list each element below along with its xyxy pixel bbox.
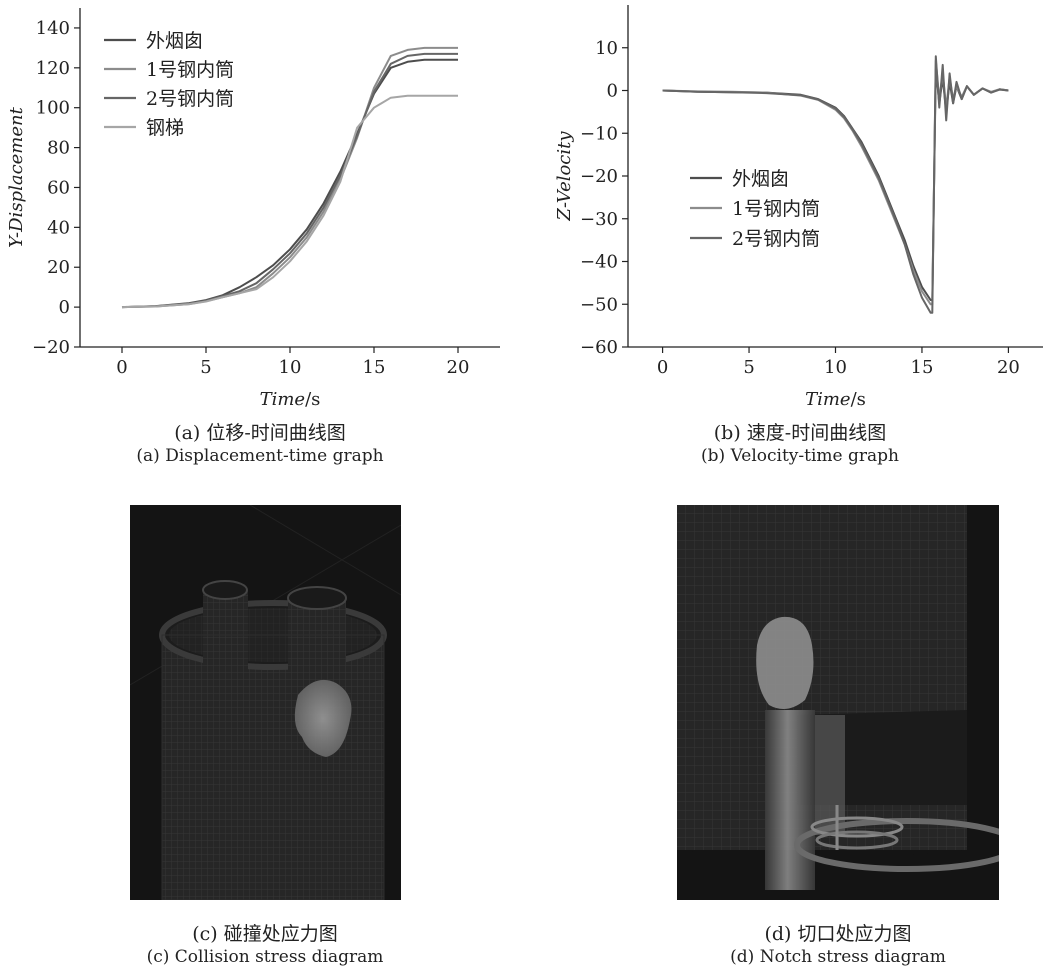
chart-b-y-tick-label: −30	[580, 209, 618, 230]
notch-stress-mesh-image	[677, 505, 999, 900]
chart-a-y-tick-label: 60	[47, 177, 70, 198]
chart-a-x-tick-label: 5	[200, 357, 211, 378]
caption-d-en: (d) Notch stress diagram	[730, 947, 946, 967]
chart-b-y-tick-label: 0	[607, 81, 618, 102]
chart-a-y-tick-label: 0	[59, 297, 70, 318]
chart-b-series-line-2	[662, 59, 1009, 306]
caption-c: (c) 碰撞处应力图 (c) Collision stress diagram	[35, 922, 495, 968]
caption-c-zh: (c) 碰撞处应力图	[192, 923, 338, 945]
collision-stress-mesh-image	[130, 505, 401, 900]
chart-b-x-tick-label: 10	[824, 357, 847, 378]
chart-b-legend-label-3: 2号钢内筒	[732, 228, 820, 250]
chart-a-y-tick-label: 40	[47, 217, 70, 238]
chart-a-series-line-2	[121, 46, 458, 309]
chart-a-legend-label-3: 2号钢内筒	[146, 88, 234, 110]
chart-a-y-tick-label: −20	[32, 337, 70, 358]
chart-a-legend-label-2: 1号钢内筒	[146, 59, 234, 81]
chart-b-y-tick-label: 10	[595, 38, 618, 59]
caption-d-zh: (d) 切口处应力图	[764, 923, 912, 945]
caption-a-zh: (a) 位移-时间曲线图	[174, 422, 346, 444]
chart-a-y-tick-label: 80	[47, 138, 70, 159]
caption-c-en: (c) Collision stress diagram	[146, 947, 384, 967]
chart-b-series-line-3	[662, 55, 1009, 314]
chart-b-x-tick-label: 5	[743, 357, 754, 378]
chart-b-series-line-1	[662, 68, 1009, 301]
chart-b-x-tick-label: 15	[911, 357, 934, 378]
chart-a-legend-label-4: 钢梯	[146, 117, 184, 139]
displacement-time-chart: 0 5 10 15 20 −20 0 20 40 60 80 100 120 140 Time/s Y-Dis…	[6, 8, 500, 410]
caption-b-zh: (b) 速度-时间曲线图	[713, 422, 887, 444]
chart-b-x-tick-label: 20	[997, 357, 1020, 378]
chart-b-x-tick-label: 0	[657, 357, 668, 378]
caption-a-en: (a) Displacement-time graph	[136, 446, 384, 466]
chart-a-x-tick-label: 20	[447, 357, 470, 378]
collision-stress-region	[294, 679, 352, 757]
chart-a-y-tick-label: 120	[36, 58, 70, 79]
chart-b-y-tick-label: −10	[580, 123, 618, 144]
notch-stress-region	[756, 616, 814, 709]
chart-b-legend-label-2: 1号钢内筒	[732, 198, 820, 220]
chart-a-y-axis-label: Y-Displacement	[6, 106, 27, 247]
notch-stress-column	[765, 710, 815, 890]
chart-a-x-axis-label: Time/s	[260, 389, 321, 410]
chart-b-y-tick-label: −40	[580, 252, 618, 273]
chart-b-y-tick-label: −60	[580, 337, 618, 358]
collision-stress-render	[130, 505, 401, 900]
chart-a-y-tick-label: 140	[36, 18, 70, 39]
chart-a-y-tick-label: 100	[36, 98, 70, 119]
chart-a-x-tick-label: 10	[279, 357, 302, 378]
notch-stress-render	[677, 505, 999, 900]
chart-b-y-tick-label: −20	[580, 166, 618, 187]
chart-a-x-tick-label: 0	[116, 357, 127, 378]
chart-b-x-axis-label: Time/s	[805, 389, 866, 410]
caption-b-en: (b) Velocity-time graph	[701, 446, 899, 466]
chart-a-legend-label-1: 外烟囱	[146, 30, 203, 52]
chart-b-legend-label-1: 外烟囱	[732, 168, 789, 190]
velocity-time-chart: 0 5 10 15 20 −60 −50 −40 −30 −20 −10 0 10 Time/s Z-Vel…	[554, 5, 1043, 410]
caption-d: (d) 切口处应力图 (d) Notch stress diagram	[608, 922, 1043, 968]
caption-b: (b) 速度-时间曲线图 (b) Velocity-time graph	[570, 421, 1030, 467]
chart-a-y-tick-label: 20	[47, 257, 70, 278]
chart-a-x-tick-label: 15	[363, 357, 386, 378]
caption-a: (a) 位移-时间曲线图 (a) Displacement-time graph	[30, 421, 490, 467]
chart-b-y-tick-label: −50	[580, 294, 618, 315]
chart-a-series-line-4	[121, 94, 458, 309]
chart-b-y-axis-label: Z-Velocity	[554, 131, 575, 222]
